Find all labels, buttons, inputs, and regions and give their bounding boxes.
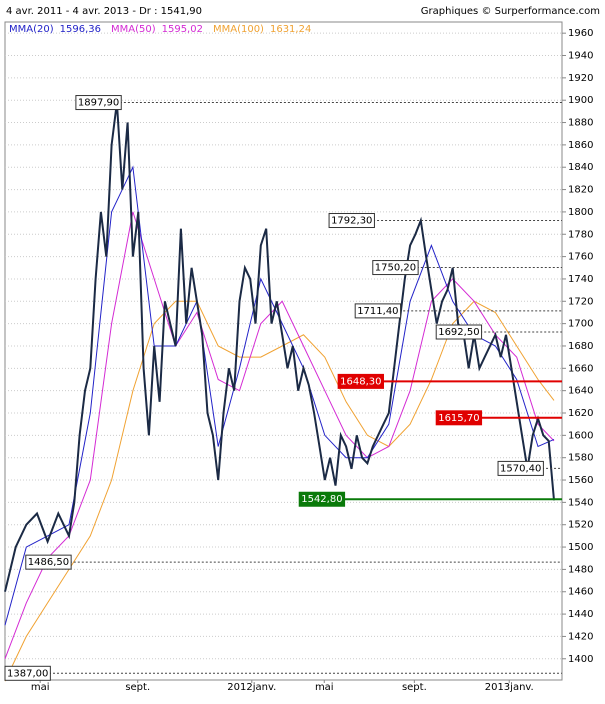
- y-tick-label: 1680: [568, 341, 593, 352]
- level-label-box: [4, 665, 51, 681]
- level-label: 1486,50: [28, 557, 69, 568]
- y-tick-label: 1580: [568, 453, 593, 464]
- level-label: 1542,80: [301, 494, 342, 505]
- y-tick-label: 1640: [568, 386, 593, 397]
- level-label: 1648,30: [340, 376, 381, 387]
- y-tick-label: 1460: [568, 587, 593, 598]
- y-tick-label: 1700: [568, 319, 593, 330]
- level-label-box: [75, 95, 122, 111]
- y-tick-label: 1400: [568, 654, 593, 665]
- x-tick-label: mai: [31, 682, 50, 693]
- y-tick-label: 1900: [568, 95, 593, 106]
- level-label-box: [435, 324, 483, 340]
- y-tick-label: 1960: [568, 28, 593, 39]
- y-tick-label: 1440: [568, 609, 593, 620]
- level-label-box: [354, 303, 402, 319]
- x-tick-label: sept.: [125, 682, 150, 693]
- y-tick-label: 1780: [568, 229, 593, 240]
- y-tick-label: 1880: [568, 118, 593, 129]
- y-tick-label: 1740: [568, 274, 593, 285]
- level-label-box: [372, 260, 419, 276]
- x-tick-label: sept.: [402, 682, 427, 693]
- chart-title: 4 avr. 2011 - 4 avr. 2013 - Dr : 1541,90: [6, 6, 202, 17]
- legend-value: 1596,36: [60, 24, 101, 35]
- y-tick-label: 1760: [568, 252, 593, 263]
- legend-label: MMA(20): [9, 24, 54, 35]
- level-label: 1792,30: [331, 216, 372, 227]
- source: Graphiques © Surperformance.com: [421, 6, 600, 17]
- legend-value: 1595,02: [162, 24, 203, 35]
- level-label-box: [497, 460, 544, 476]
- y-tick-label: 1420: [568, 631, 593, 642]
- y-tick-label: 1500: [568, 542, 593, 553]
- level-label: 1387,00: [7, 668, 48, 679]
- level-label: 1570,40: [500, 463, 541, 474]
- y-tick-label: 1840: [568, 162, 593, 173]
- level-label: 1692,50: [438, 327, 479, 338]
- level-label-box: [337, 373, 384, 389]
- y-tick-label: 1940: [568, 51, 593, 62]
- y-tick-label: 1820: [568, 185, 593, 196]
- y-tick-label: 1860: [568, 140, 593, 151]
- y-tick-label: 1600: [568, 430, 593, 441]
- y-tick-label: 1540: [568, 497, 593, 508]
- legend-value: 1631,24: [270, 24, 311, 35]
- moving-average-line: [4, 211, 555, 659]
- level-label: 1615,70: [438, 413, 479, 424]
- x-tick-label: 2013janv.: [485, 682, 534, 693]
- moving-average-line: [4, 165, 555, 626]
- y-tick-label: 1560: [568, 475, 593, 486]
- moving-average-line: [4, 300, 555, 682]
- y-tick-label: 1480: [568, 564, 593, 575]
- legend-label: MMA(100): [213, 24, 264, 35]
- legend-label: MMA(50): [111, 24, 156, 35]
- level-label: 1897,90: [78, 98, 119, 109]
- level-label-box: [25, 554, 72, 570]
- level-label: 1711,40: [357, 306, 398, 317]
- level-label: 1750,20: [375, 263, 416, 274]
- x-tick-label: 2012janv.: [227, 682, 276, 693]
- level-label-box: [328, 213, 375, 229]
- level-label-box: [435, 410, 483, 426]
- y-tick-label: 1620: [568, 408, 593, 419]
- x-tick-label: mai: [315, 682, 334, 693]
- y-tick-label: 1520: [568, 520, 593, 531]
- y-tick-label: 1800: [568, 207, 593, 218]
- y-tick-label: 1660: [568, 363, 593, 374]
- y-tick-label: 1720: [568, 296, 593, 307]
- price-line: [4, 102, 555, 592]
- plot-area: [4, 21, 563, 681]
- y-tick-label: 1920: [568, 73, 593, 84]
- level-label-box: [298, 491, 346, 507]
